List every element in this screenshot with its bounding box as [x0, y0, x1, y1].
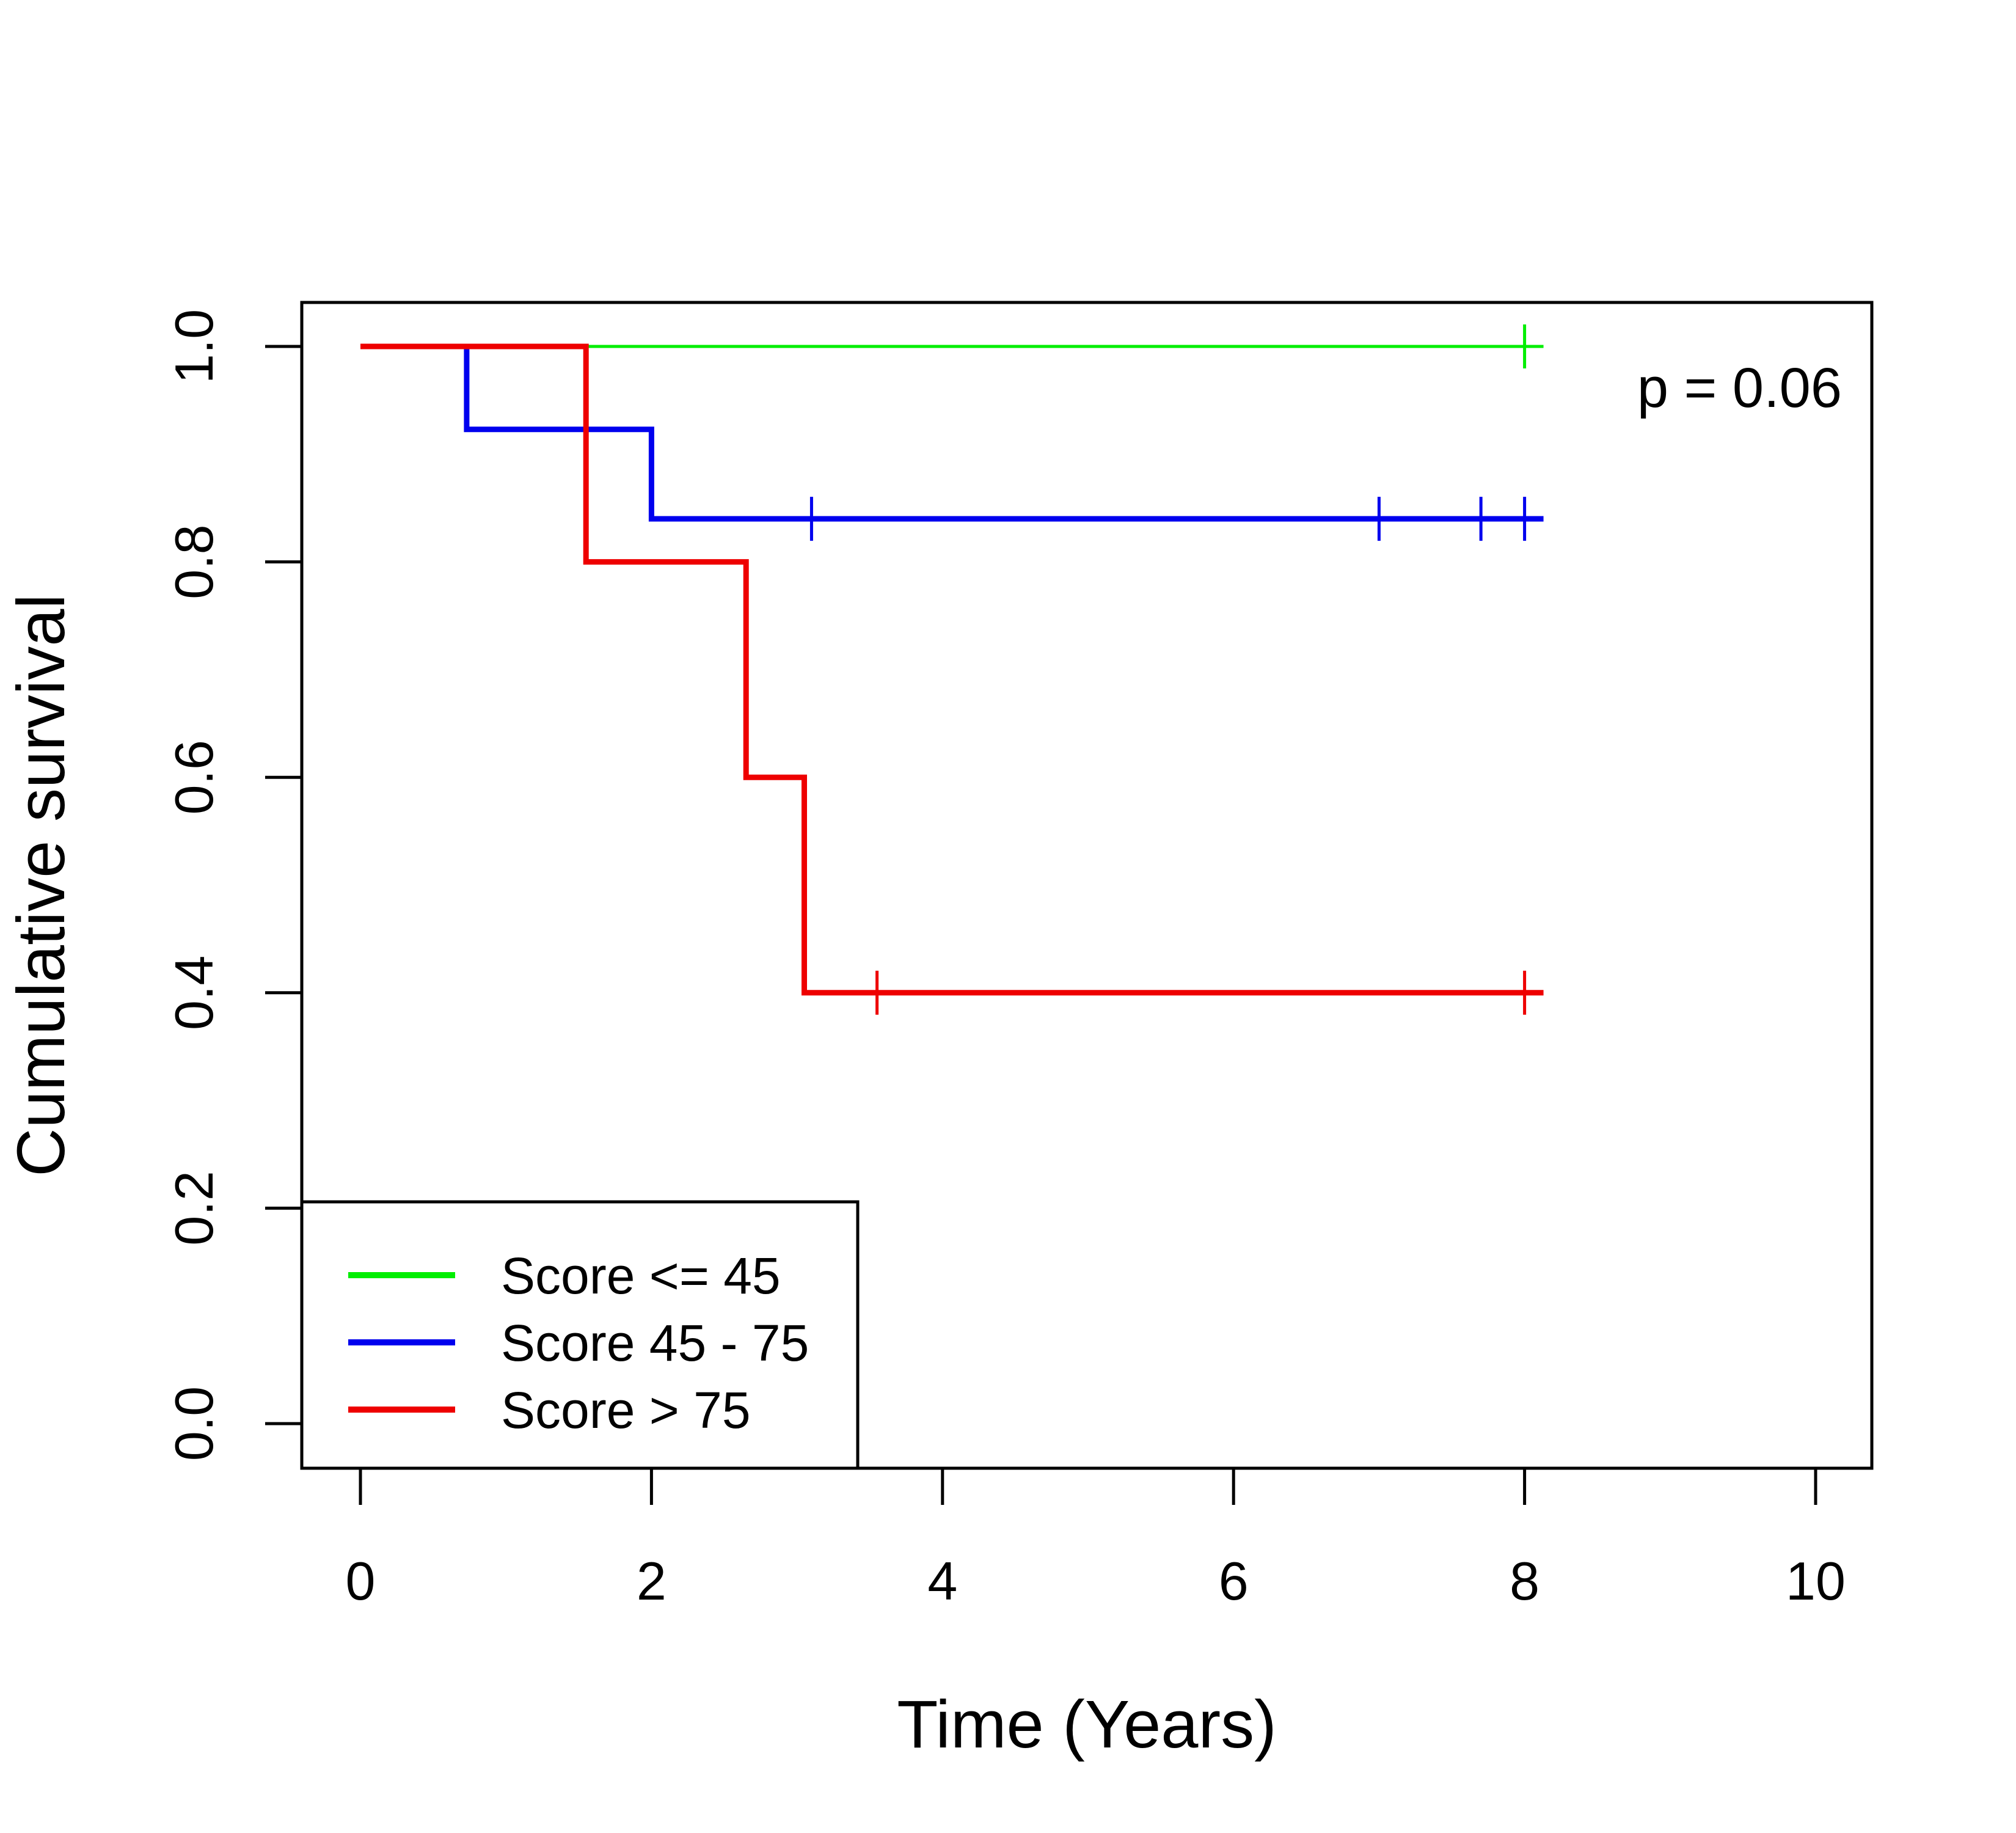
y-tick-label: 0.4: [164, 956, 224, 1030]
x-tick-label: 4: [927, 1551, 957, 1611]
series-layer: [360, 324, 1544, 1015]
x-tick-label: 6: [1219, 1551, 1249, 1611]
x-tick-label: 0: [346, 1551, 376, 1611]
y-tick-label: 1.0: [164, 309, 224, 384]
x-tick-label: 8: [1510, 1551, 1539, 1611]
y-axis-title: Cumulative survival: [4, 594, 79, 1177]
y-tick-label: 0.0: [164, 1386, 224, 1461]
legend: Score <= 45 Score 45 - 75 Score > 75: [300, 1200, 860, 1470]
x-tick-label: 2: [637, 1551, 667, 1611]
survival-curve: [360, 343, 1544, 996]
x-axis-title: Time (Years): [897, 1687, 1276, 1762]
legend-label: Score <= 45: [501, 1247, 781, 1304]
legend-label: Score > 75: [501, 1381, 751, 1439]
x-axis: 0 2 4 6 8 10: [346, 1466, 1846, 1611]
series-2: [360, 343, 1544, 541]
survival-curve: [360, 343, 1544, 522]
p-value-annotation: p = 0.06: [1637, 357, 1842, 419]
legend-label: Score 45 - 75: [501, 1314, 809, 1372]
y-tick-label: 0.6: [164, 740, 224, 814]
series-3: [360, 343, 1544, 1015]
legend-box: [300, 1200, 860, 1470]
y-tick-label: 0.8: [164, 524, 224, 599]
y-tick-label: 0.2: [164, 1171, 224, 1245]
x-tick-label: 10: [1786, 1551, 1846, 1611]
y-axis: 0.0 0.2 0.4 0.6 0.8 1.0: [164, 309, 304, 1461]
